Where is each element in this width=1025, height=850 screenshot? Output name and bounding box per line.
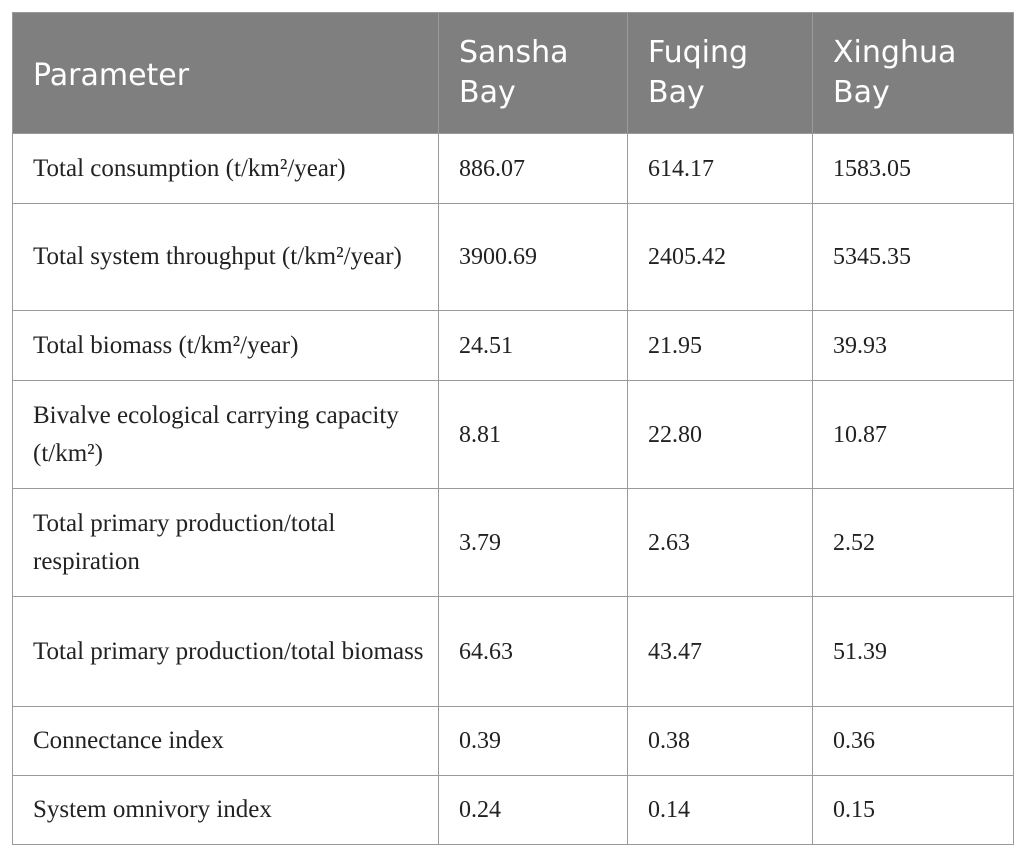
data-table: Parameter Sansha Bay Fuqing Bay Xinghua Bay…	[12, 12, 1014, 845]
value-cell: 10.87	[812, 380, 1014, 489]
header-cell: Xinghua Bay	[812, 12, 1014, 134]
value-cell: 1583.05	[812, 133, 1014, 204]
value-cell: 886.07	[438, 133, 628, 204]
value-cell: 0.24	[438, 775, 628, 845]
header-cell: Parameter	[12, 12, 439, 134]
header-cell: Fuqing Bay	[627, 12, 813, 134]
table-row: Connectance index 0.39 0.38 0.36	[12, 706, 1014, 776]
value-cell: 24.51	[438, 310, 628, 381]
header-cell: Sansha Bay	[438, 12, 628, 134]
value-cell: 43.47	[627, 596, 813, 707]
value-cell: 614.17	[627, 133, 813, 204]
value-cell: 2405.42	[627, 203, 813, 311]
parameter-cell: Total system throughput (t/km²/year)	[12, 203, 439, 311]
parameter-cell: Total primary production/total biomass	[12, 596, 439, 707]
table-row: Total primary production/total respirati…	[12, 488, 1014, 597]
value-cell: 21.95	[627, 310, 813, 381]
parameter-cell: Connectance index	[12, 706, 439, 776]
value-cell: 0.39	[438, 706, 628, 776]
value-cell: 2.52	[812, 488, 1014, 597]
table-row: Total consumption (t/km²/year) 886.07 614.…	[12, 133, 1014, 204]
value-cell: 3900.69	[438, 203, 628, 311]
value-cell: 64.63	[438, 596, 628, 707]
value-cell: 22.80	[627, 380, 813, 489]
parameter-cell: Bivalve ecological carrying capacity (t/…	[12, 380, 439, 489]
parameter-cell: Total consumption (t/km²/year)	[12, 133, 439, 204]
table-row: System omnivory index 0.24 0.14 0.15	[12, 775, 1014, 845]
table-row: Total biomass (t/km²/year) 24.51 21.95 39.9…	[12, 310, 1014, 381]
header-row: Parameter Sansha Bay Fuqing Bay Xinghua Bay	[12, 12, 1014, 134]
table-row: Total system throughput (t/km²/year) 3900…	[12, 203, 1014, 311]
value-cell: 0.36	[812, 706, 1014, 776]
table-row: Bivalve ecological carrying capacity (t/…	[12, 380, 1014, 489]
value-cell: 5345.35	[812, 203, 1014, 311]
table-row: Total primary production/total biomass 64…	[12, 596, 1014, 707]
parameter-cell: Total biomass (t/km²/year)	[12, 310, 439, 381]
value-cell: 0.38	[627, 706, 813, 776]
value-cell: 8.81	[438, 380, 628, 489]
parameter-cell: Total primary production/total respirati…	[12, 488, 439, 597]
parameter-cell: System omnivory index	[12, 775, 439, 845]
table-body: Total consumption (t/km²/year) 886.07 614.…	[12, 133, 1014, 845]
value-cell: 0.14	[627, 775, 813, 845]
value-cell: 3.79	[438, 488, 628, 597]
value-cell: 39.93	[812, 310, 1014, 381]
value-cell: 0.15	[812, 775, 1014, 845]
value-cell: 2.63	[627, 488, 813, 597]
value-cell: 51.39	[812, 596, 1014, 707]
